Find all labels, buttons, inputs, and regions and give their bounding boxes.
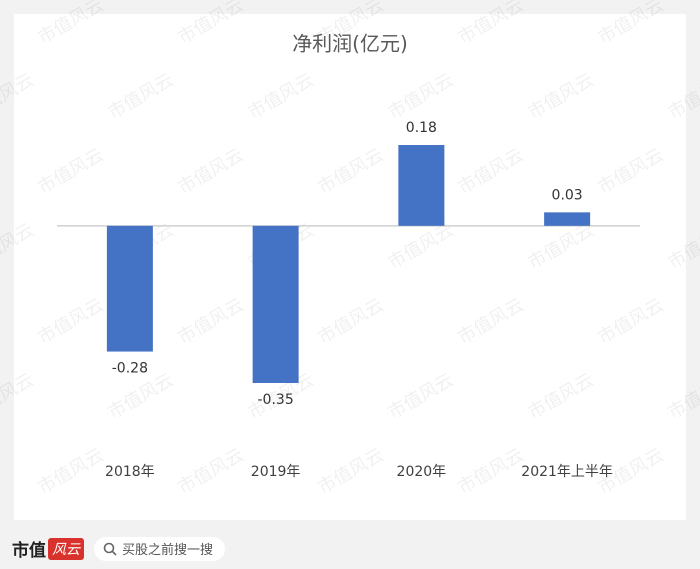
value-label: -0.35 — [258, 392, 294, 408]
x-tick-label: 2019年 — [251, 464, 301, 480]
bar — [398, 145, 445, 226]
bar — [252, 225, 299, 383]
x-tick-label: 2018年 — [105, 464, 155, 480]
x-tick-label: 2021年上半年 — [521, 464, 613, 480]
bar — [106, 225, 153, 352]
bar — [544, 212, 591, 226]
search-box[interactable]: 买股之前搜一搜 — [94, 536, 226, 561]
chart-title: 净利润(亿元) — [292, 32, 408, 56]
value-label: 0.03 — [552, 187, 583, 203]
footer: 市值 风云 买股之前搜一搜 — [0, 528, 700, 569]
search-icon — [103, 542, 117, 556]
value-label: -0.28 — [112, 361, 148, 377]
x-tick-label: 2020年 — [397, 464, 447, 480]
brand-mark: 风云 — [48, 537, 84, 560]
value-label: 0.18 — [406, 120, 437, 136]
search-text: 买股之前搜一搜 — [122, 543, 214, 558]
brand: 市值 — [12, 541, 46, 561]
